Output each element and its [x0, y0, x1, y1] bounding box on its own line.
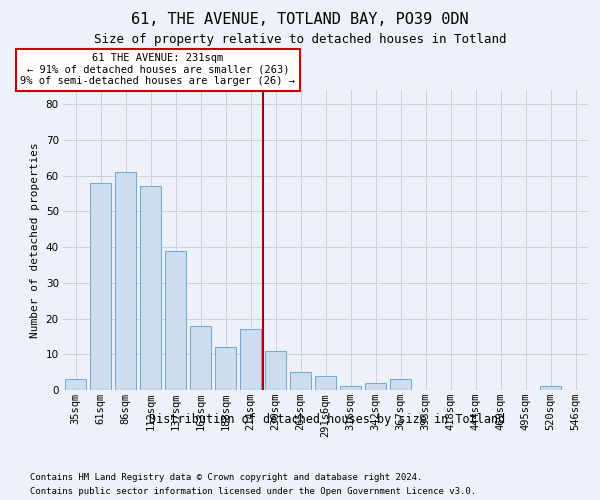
- Bar: [240, 330, 261, 390]
- Bar: [290, 372, 311, 390]
- Text: Distribution of detached houses by size in Totland: Distribution of detached houses by size …: [149, 412, 505, 426]
- Text: Contains HM Land Registry data © Crown copyright and database right 2024.: Contains HM Land Registry data © Crown c…: [30, 472, 422, 482]
- Y-axis label: Number of detached properties: Number of detached properties: [30, 142, 40, 338]
- Bar: [190, 326, 211, 390]
- Text: Size of property relative to detached houses in Totland: Size of property relative to detached ho…: [94, 32, 506, 46]
- Bar: [215, 347, 236, 390]
- Bar: [340, 386, 361, 390]
- Bar: [115, 172, 136, 390]
- Bar: [265, 350, 286, 390]
- Bar: [315, 376, 336, 390]
- Bar: [390, 380, 411, 390]
- Text: Contains public sector information licensed under the Open Government Licence v3: Contains public sector information licen…: [30, 488, 476, 496]
- Bar: [540, 386, 561, 390]
- Bar: [365, 383, 386, 390]
- Bar: [140, 186, 161, 390]
- Text: 61, THE AVENUE, TOTLAND BAY, PO39 0DN: 61, THE AVENUE, TOTLAND BAY, PO39 0DN: [131, 12, 469, 28]
- Bar: [90, 183, 111, 390]
- Text: 61 THE AVENUE: 231sqm
← 91% of detached houses are smaller (263)
9% of semi-deta: 61 THE AVENUE: 231sqm ← 91% of detached …: [20, 53, 296, 86]
- Bar: [65, 380, 86, 390]
- Bar: [165, 250, 186, 390]
